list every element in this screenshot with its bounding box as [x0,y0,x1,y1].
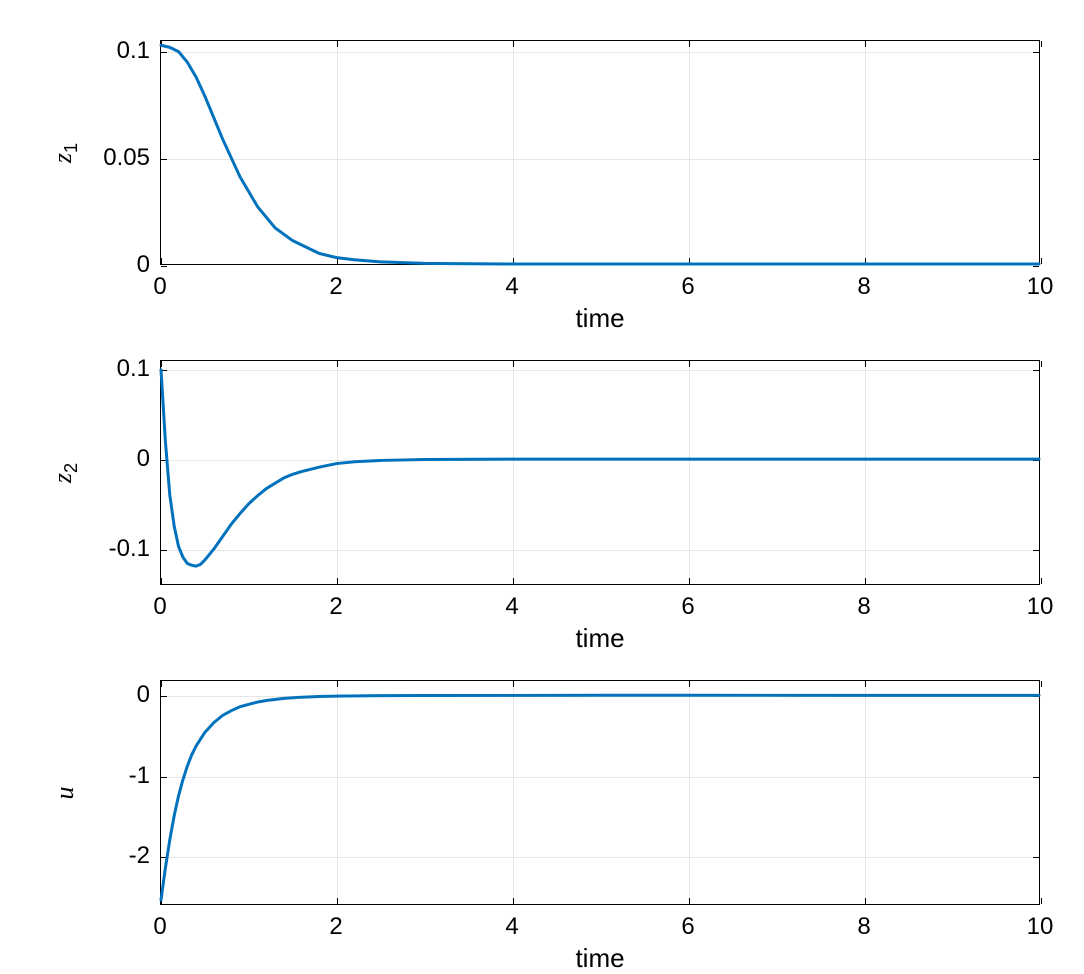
xtick-label: 0 [153,273,166,301]
ytick-label: 0.1 [117,37,150,65]
xlabel: time [575,623,624,654]
ytick-label: -0.1 [109,535,150,563]
xtick-label: 4 [505,913,518,941]
xtick-label: 10 [1027,273,1054,301]
tick-mark-y [161,266,167,267]
tick-mark-x [1041,258,1042,264]
ytick-label: 0.1 [117,355,150,383]
ytick-label: -1 [129,762,150,790]
tick-mark-x [1041,361,1042,367]
xtick-label: 8 [857,913,870,941]
data-line [161,681,1039,904]
xtick-label: 6 [681,593,694,621]
ytick-label: 0.05 [103,144,150,172]
tick-mark-y [1033,266,1039,267]
plot-area [160,360,1040,585]
xlabel: time [575,303,624,334]
subplot-0: 024681000.050.1timez1 [0,40,1084,265]
subplot-1: 0246810-0.100.1timez2 [0,360,1084,585]
ylabel: u [50,786,80,799]
tick-mark-x [1041,681,1042,687]
xtick-label: 4 [505,273,518,301]
figure-container: 0 2 4 6 8 10 0 0.05 0.1 time z1 0 2 4 6 8 10 -0.1 0 0.1 time… [0,0,1084,958]
ylabel: z2 [48,462,82,482]
xlabel: time [575,943,624,974]
subplot-2: 0246810-2-10timeu [0,680,1084,905]
xtick-label: 10 [1027,913,1054,941]
ytick-label: 0 [137,681,150,709]
tick-mark-x [1041,41,1042,47]
xtick-label: 10 [1027,593,1054,621]
data-line [161,41,1039,264]
xtick-label: 2 [329,593,342,621]
plot-area [160,40,1040,265]
ytick-label: 0 [137,445,150,473]
plot-area [160,680,1040,905]
tick-mark-x [1041,578,1042,584]
ylabel: z1 [48,142,82,162]
xtick-label: 6 [681,273,694,301]
xtick-label: 8 [857,593,870,621]
data-line [161,361,1039,584]
xtick-label: 0 [153,913,166,941]
ytick-label: 0 [137,251,150,279]
ytick-label: -2 [129,842,150,870]
xtick-label: 0 [153,593,166,621]
xtick-label: 6 [681,913,694,941]
xtick-label: 4 [505,593,518,621]
xtick-label: 2 [329,913,342,941]
tick-mark-x [1041,898,1042,904]
xtick-label: 2 [329,273,342,301]
xtick-label: 8 [857,273,870,301]
